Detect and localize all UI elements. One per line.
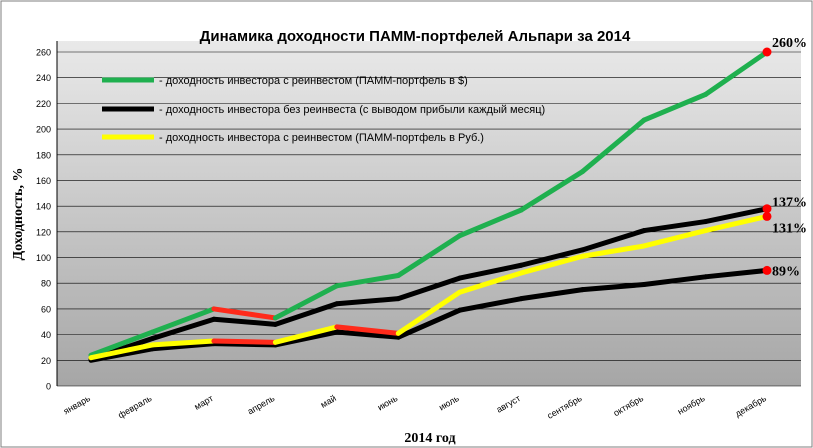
y-tick-label: 60 xyxy=(41,304,51,314)
series-segment xyxy=(149,306,217,335)
y-tick-label: 160 xyxy=(36,176,51,186)
series-segment xyxy=(518,287,586,302)
end-marker xyxy=(762,47,772,57)
series-segment xyxy=(149,341,217,352)
end-label: 260% xyxy=(772,36,807,51)
end-marker xyxy=(762,204,772,214)
series-segment xyxy=(88,342,155,361)
end-label: 89% xyxy=(772,264,800,279)
series-segment xyxy=(580,117,647,174)
series-segment xyxy=(457,270,524,295)
y-tick-label: 0 xyxy=(46,382,51,392)
y-tick-label: 180 xyxy=(36,150,51,160)
y-tick-labels: 0 20 40 60 80 100 120 140 160 180 200 220 240 260 xyxy=(36,48,51,392)
end-label: 137% xyxy=(772,196,807,211)
series-segment xyxy=(272,283,340,321)
end-markers xyxy=(762,47,772,275)
end-marker xyxy=(762,265,772,275)
series-segment xyxy=(580,282,647,293)
series-segment xyxy=(88,329,155,358)
series-segment xyxy=(395,289,463,336)
series-segment xyxy=(641,228,709,249)
series-segment xyxy=(580,228,647,253)
series-segment xyxy=(703,49,770,97)
y-tick-label: 40 xyxy=(41,330,51,340)
series-segment xyxy=(334,273,401,289)
series-segment xyxy=(703,206,770,225)
series-segment xyxy=(88,346,155,363)
y-tick-label: 140 xyxy=(36,202,51,212)
series-segment xyxy=(334,324,401,336)
series-segment xyxy=(457,296,524,313)
series-segment xyxy=(272,301,340,327)
series-segment xyxy=(518,253,586,276)
x-axis-title: 2014 год xyxy=(404,431,455,446)
y-tick-label: 240 xyxy=(36,73,51,83)
series-segment xyxy=(272,324,340,345)
y-tick-label: 80 xyxy=(41,279,51,289)
chart-title: Динамика доходности ПАММ-портфелей Альпа… xyxy=(200,28,631,45)
series-segment xyxy=(457,262,524,281)
legend: - доходность инвестора с реинвестом (ПАМ… xyxy=(102,75,545,144)
y-tick-label: 220 xyxy=(36,99,51,109)
series-segment xyxy=(211,316,278,327)
legend-label: - доходность инвестора с реинвестом (ПАМ… xyxy=(159,75,468,87)
y-tick-label: 120 xyxy=(36,227,51,237)
series-line xyxy=(88,267,770,363)
series-segment xyxy=(211,338,278,345)
series-segment xyxy=(641,274,709,288)
series-segment xyxy=(272,329,340,348)
series-segment xyxy=(211,341,278,348)
series-segment xyxy=(703,267,770,280)
series-segment xyxy=(149,338,217,348)
series-line xyxy=(88,213,770,361)
y-tick-label: 200 xyxy=(36,125,51,135)
end-label: 131% xyxy=(772,221,807,236)
series-segment xyxy=(457,207,524,239)
series-segment xyxy=(395,275,463,302)
series-segment xyxy=(580,243,647,259)
series-line xyxy=(88,206,770,362)
series-segment xyxy=(703,213,770,234)
series-segment xyxy=(518,247,586,268)
y-tick-label: 260 xyxy=(36,48,51,58)
series-segment xyxy=(334,296,401,307)
end-marker xyxy=(762,211,772,221)
series-segment xyxy=(395,307,463,340)
series-segment xyxy=(641,219,709,234)
series-segment xyxy=(149,316,217,341)
y-axis-title: Доходность, % xyxy=(11,168,26,261)
series-segment xyxy=(518,168,586,213)
legend-label: - доходность инвестора без реинвеста (с … xyxy=(159,104,545,116)
end-labels: 260% 137% 131% 89% xyxy=(772,36,807,279)
y-tick-label: 100 xyxy=(36,253,51,263)
series-segment xyxy=(334,329,401,340)
y-tick-label: 20 xyxy=(41,356,51,366)
series-segment xyxy=(641,91,709,123)
series-segment xyxy=(395,233,463,279)
series-segment xyxy=(211,306,278,321)
legend-label: - доходность инвестора с реинвестом (ПАМ… xyxy=(159,132,484,144)
series-line xyxy=(88,49,770,358)
series-lines xyxy=(88,49,770,363)
